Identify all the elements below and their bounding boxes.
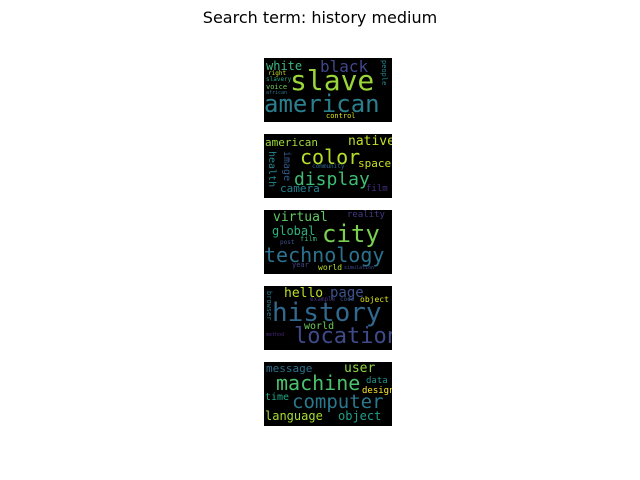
cloud-word: object <box>338 409 382 423</box>
cloud-word: image <box>281 151 292 182</box>
cloud-word: color <box>300 145 361 169</box>
cloud-word: computer <box>292 391 384 413</box>
cloud-word: american <box>265 136 318 149</box>
cloud-word: display <box>294 169 370 190</box>
cloud-word: page <box>330 286 364 301</box>
cloud-word: global <box>272 224 316 238</box>
cloud-word: camera <box>280 182 320 195</box>
word-cloud-4: history location hello page example code… <box>264 286 392 350</box>
word-cloud-5: machine computer message user time data … <box>264 362 392 426</box>
cloud-word: language <box>265 409 323 423</box>
word-cloud-2: color display native american image heal… <box>264 134 392 198</box>
cloud-word: right <box>268 70 287 77</box>
cloud-word: location <box>294 324 392 349</box>
cloud-word: film <box>366 184 388 194</box>
cloud-word: object <box>360 295 389 304</box>
cloud-word: post <box>280 239 295 246</box>
cloud-word: data <box>366 376 388 386</box>
cloud-word: design <box>362 386 392 396</box>
cloud-word: slavery <box>266 76 292 83</box>
word-cloud-3: city technology virtual global reality f… <box>264 210 392 274</box>
cloud-word: people <box>380 60 388 86</box>
cloud-word: world <box>318 263 343 272</box>
cloud-word: space <box>358 157 392 170</box>
cloud-word: message <box>266 362 313 375</box>
cloud-word: simulation <box>344 265 375 271</box>
cloud-word: native <box>348 134 392 149</box>
cloud-word: black <box>320 58 369 76</box>
cloud-word: year <box>292 261 309 269</box>
cloud-word: code <box>340 296 355 303</box>
cloud-word: virtual <box>273 210 328 225</box>
cloud-word: health <box>266 151 277 188</box>
cloud-word: slave <box>290 64 375 97</box>
cloud-word: machine <box>276 371 361 395</box>
cloud-word: control <box>326 112 356 120</box>
cloud-word: technology <box>264 243 385 267</box>
cloud-word: example <box>310 296 336 303</box>
cloud-word: voice <box>266 83 288 91</box>
word-cloud-1: slave american black white right slavery… <box>264 58 392 122</box>
cloud-word: history <box>272 298 382 328</box>
cloud-word: user <box>344 362 376 376</box>
cloud-word: hello <box>284 286 324 301</box>
cloud-word: american <box>264 90 380 118</box>
cloud-word: method <box>266 332 285 338</box>
cloud-word: white <box>266 59 303 73</box>
cloud-word: time <box>265 392 290 403</box>
cloud-word: city <box>322 220 380 248</box>
cloud-word: browser <box>265 291 273 321</box>
figure-title: Search term: history medium <box>202 8 438 27</box>
cloud-word: film <box>300 235 317 243</box>
cloud-word: community <box>312 163 345 170</box>
cloud-word: world <box>304 321 335 332</box>
cloud-word: african <box>266 90 288 96</box>
cloud-word: reality <box>347 210 385 220</box>
